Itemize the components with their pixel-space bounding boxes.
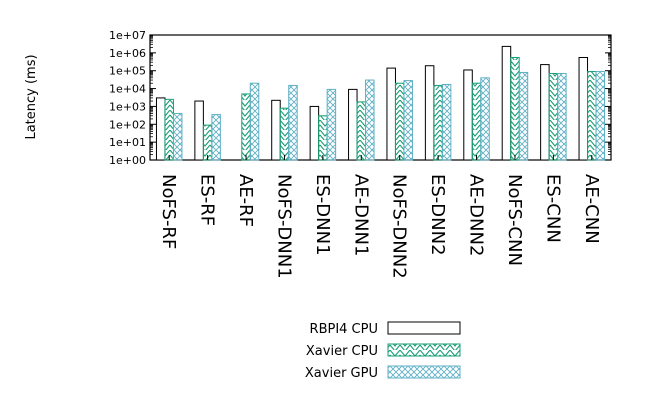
legend-swatch <box>387 343 461 357</box>
y-tick-label: 1e+06 <box>109 47 146 60</box>
bar <box>249 82 260 161</box>
x-category-label: ES-RF <box>197 174 218 226</box>
x-category-label: AE-DNN2 <box>466 174 487 256</box>
bar <box>595 71 606 161</box>
bar <box>501 45 512 161</box>
bar <box>471 82 482 161</box>
bar <box>348 88 358 161</box>
bar <box>403 80 413 161</box>
x-category-label: AE-RF <box>235 174 256 227</box>
bar <box>194 100 204 161</box>
bar <box>518 71 529 161</box>
y-tick-label: 1e+04 <box>109 83 146 96</box>
x-category-label: NoFS-CNN <box>504 174 525 266</box>
x-category-label: ES-DNN2 <box>427 174 448 256</box>
bar <box>433 84 443 161</box>
x-category-label: AE-CNN <box>581 174 602 244</box>
bar <box>441 83 452 161</box>
legend-label: RBPI4 CPU <box>310 322 378 337</box>
bar <box>424 65 435 161</box>
bar <box>202 124 213 161</box>
y-tick-label: 1e+05 <box>109 65 146 78</box>
bar <box>394 82 405 161</box>
bar <box>463 69 473 161</box>
legend-label: Xavier CPU <box>306 344 378 359</box>
bar <box>356 101 367 161</box>
bar <box>164 98 174 161</box>
x-category-label: NoFS-RF <box>158 174 179 249</box>
bar <box>211 114 221 161</box>
bar <box>480 77 490 161</box>
y-tick-label: 1e+01 <box>109 136 146 149</box>
x-category-label: ES-CNN <box>542 174 563 243</box>
legend-swatch <box>387 321 461 335</box>
bar <box>365 79 375 161</box>
bar <box>172 113 183 161</box>
bar <box>386 67 396 161</box>
bar <box>587 71 597 161</box>
bar <box>326 88 337 161</box>
bar <box>271 99 281 161</box>
bar <box>241 93 251 161</box>
legend-label: Xavier GPU <box>305 366 378 381</box>
bar <box>279 107 290 161</box>
y-tick-label: 1e+03 <box>109 100 146 113</box>
y-tick-label: 1e+02 <box>109 118 146 131</box>
y-tick-label: 1e+07 <box>109 29 146 42</box>
y-axis-title: Latency (ms) <box>24 54 39 139</box>
bar <box>318 115 328 161</box>
bar <box>288 84 298 161</box>
bar <box>540 64 550 161</box>
bar <box>309 105 320 161</box>
x-category-label: NoFS-DNN1 <box>273 174 294 279</box>
x-category-label: NoFS-DNN2 <box>389 174 410 279</box>
bar <box>557 72 567 161</box>
bar <box>578 56 589 161</box>
x-category-label: AE-DNN1 <box>350 174 371 256</box>
bar <box>155 97 166 161</box>
bar <box>510 56 520 161</box>
y-tick-label: 1e+00 <box>109 154 146 167</box>
x-category-label: ES-DNN1 <box>312 174 333 256</box>
plot-frame <box>149 34 612 161</box>
bar <box>548 72 559 161</box>
legend-swatch <box>387 365 461 379</box>
